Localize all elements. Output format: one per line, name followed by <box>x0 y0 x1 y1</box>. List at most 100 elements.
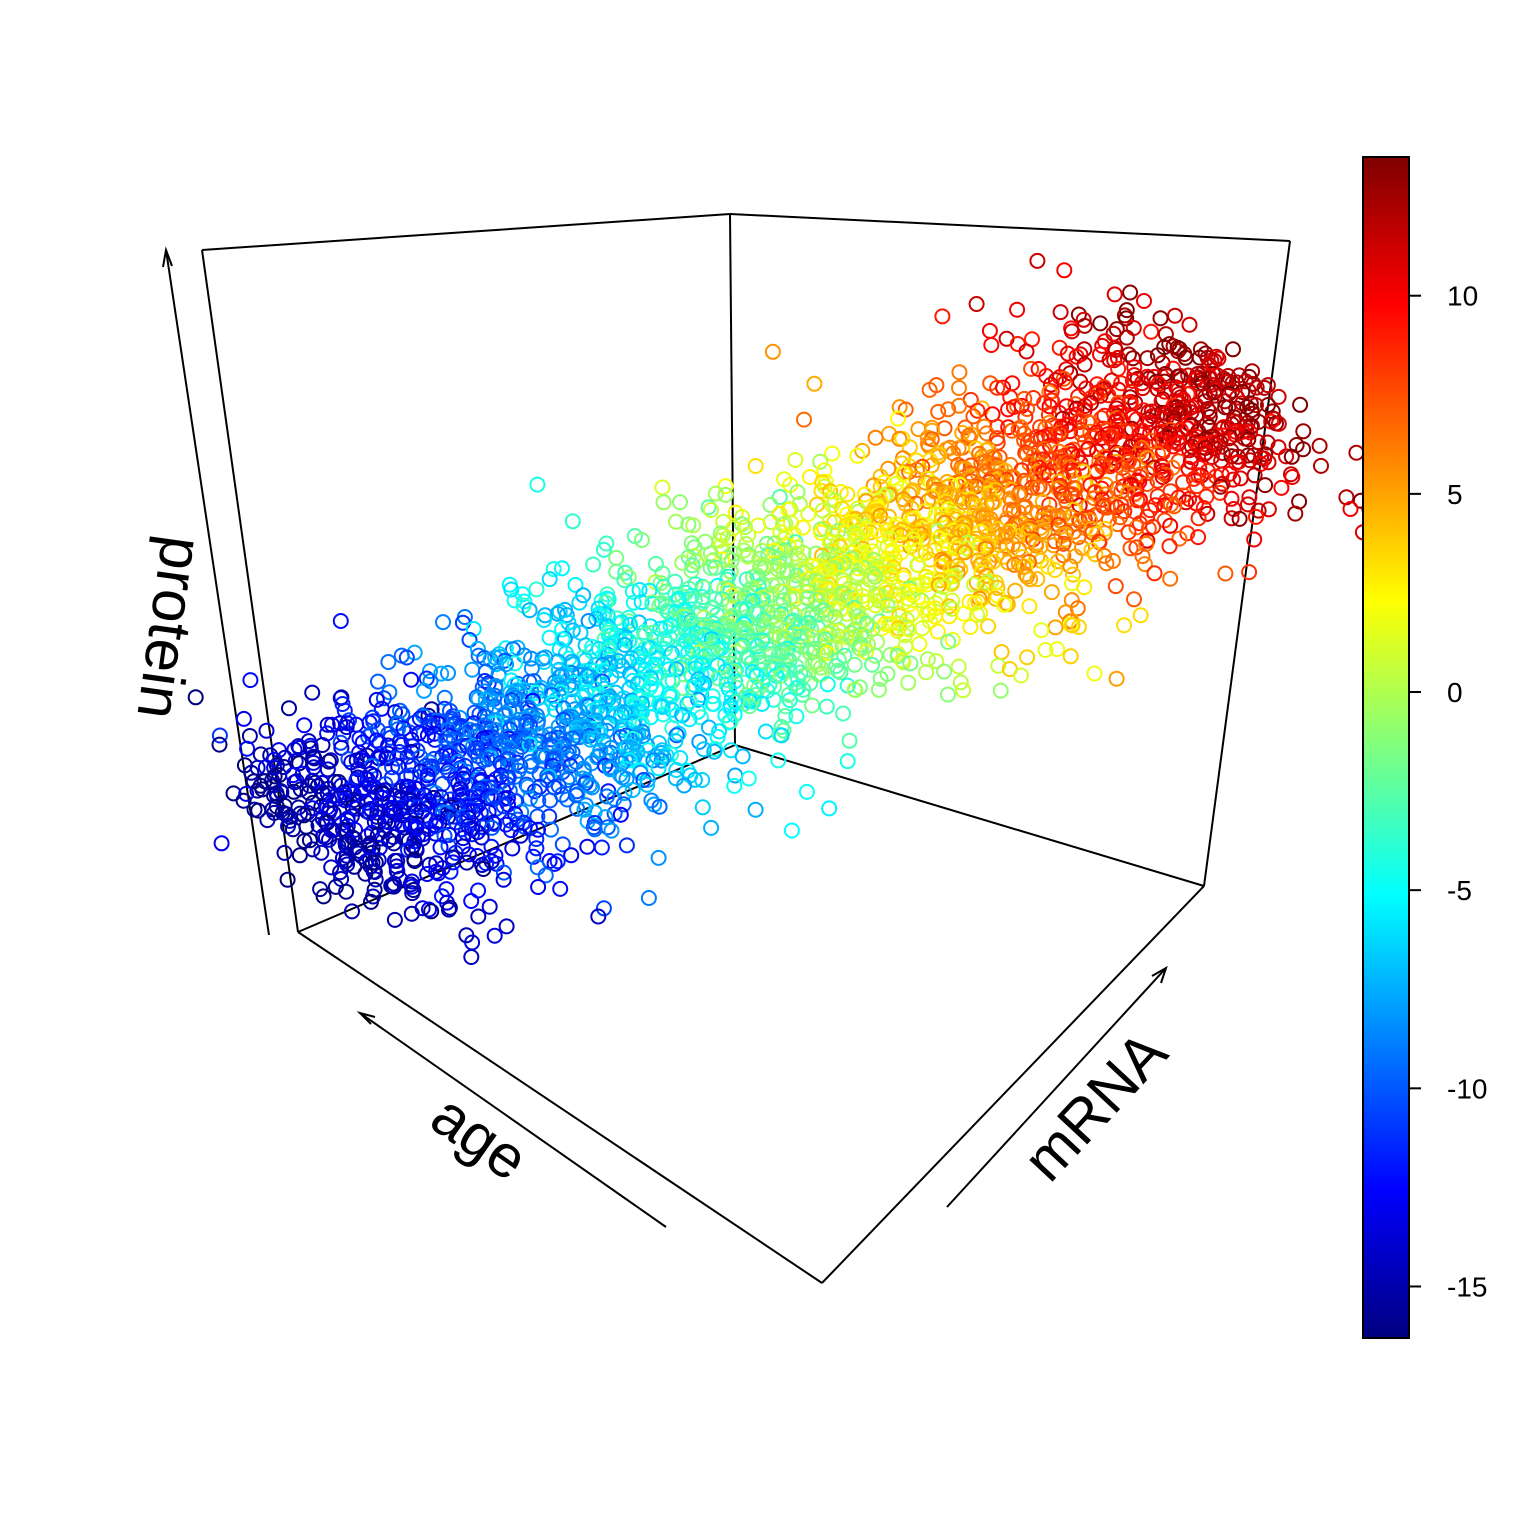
colorbar-tick-label: -15 <box>1447 1271 1487 1302</box>
data-point <box>599 819 616 836</box>
data-point <box>211 727 228 744</box>
data-point <box>1162 570 1179 587</box>
data-point <box>549 605 566 622</box>
data-point <box>1134 548 1151 565</box>
data-point <box>967 497 984 514</box>
data-point <box>865 477 882 494</box>
data-point <box>920 606 937 623</box>
data-point <box>616 704 633 721</box>
data-point <box>770 752 787 769</box>
data-point <box>571 594 588 611</box>
data-point <box>1295 423 1312 440</box>
data-point <box>668 727 685 744</box>
data-point <box>400 757 417 774</box>
data-point <box>813 482 830 499</box>
data-point <box>652 575 669 592</box>
data-point <box>870 681 887 698</box>
data-point <box>717 486 734 503</box>
data-point <box>1240 431 1257 448</box>
data-point <box>340 751 357 768</box>
data-point <box>1201 403 1218 420</box>
data-point <box>492 755 509 772</box>
data-point <box>473 829 490 846</box>
data-point <box>1149 472 1166 489</box>
data-point <box>1167 307 1183 324</box>
data-point <box>279 871 296 888</box>
data-point <box>681 693 698 710</box>
colorbar-ticks: 10 5 0 -5 -10 -15 <box>1409 281 1487 1302</box>
data-point <box>390 715 407 732</box>
data-point <box>849 447 866 464</box>
data-point <box>585 556 602 573</box>
data-point <box>507 655 523 672</box>
data-point <box>349 794 366 811</box>
data-point <box>235 792 252 809</box>
data-point <box>1231 510 1248 527</box>
data-point <box>912 546 929 563</box>
data-point <box>281 700 297 717</box>
colorbar-tick-label: -5 <box>1447 875 1472 906</box>
data-point <box>1049 641 1066 658</box>
data-point <box>654 699 671 715</box>
data-point <box>734 509 751 525</box>
data-point <box>1101 351 1118 368</box>
box-edge-bottom-left <box>297 931 823 1284</box>
data-point <box>981 486 998 503</box>
data-point <box>837 524 854 541</box>
data-point <box>569 800 586 817</box>
data-point <box>694 772 711 788</box>
data-point <box>979 512 996 529</box>
data-point <box>332 864 349 881</box>
data-point <box>1099 499 1116 516</box>
data-point <box>461 631 478 648</box>
data-point <box>668 762 685 778</box>
data-point <box>1181 316 1198 333</box>
data-point <box>1088 526 1105 543</box>
data-point <box>481 898 498 915</box>
data-point <box>1348 444 1365 461</box>
data-point <box>421 901 437 918</box>
data-point <box>787 452 804 468</box>
data-point <box>998 594 1015 611</box>
data-point <box>890 410 907 427</box>
data-point <box>966 576 982 593</box>
data-point <box>458 854 475 871</box>
data-point <box>901 596 918 613</box>
data-point <box>292 781 309 798</box>
data-point <box>388 750 405 767</box>
data-point <box>530 821 546 838</box>
data-point <box>1075 463 1092 480</box>
box-frame <box>201 213 1291 1284</box>
data-point <box>1003 422 1020 439</box>
data-point <box>690 691 707 708</box>
data-point <box>951 380 967 396</box>
data-point <box>653 697 670 714</box>
data-point <box>1073 426 1090 443</box>
data-point <box>419 866 436 882</box>
data-point <box>707 559 724 576</box>
data-point <box>1098 555 1115 572</box>
data-point <box>1295 441 1312 458</box>
data-point <box>910 557 927 573</box>
data-point <box>541 629 558 646</box>
data-point <box>475 861 492 877</box>
data-point <box>523 660 540 677</box>
data-point <box>1023 432 1039 449</box>
box-edge-top-left <box>201 213 731 251</box>
data-point <box>616 572 633 589</box>
data-point <box>1256 379 1273 396</box>
age-axis-title: age <box>420 1081 540 1193</box>
data-point <box>934 308 951 325</box>
data-point <box>668 661 685 678</box>
data-point <box>1083 542 1100 559</box>
data-point <box>721 681 737 698</box>
data-point <box>908 470 925 487</box>
data-point <box>592 704 608 721</box>
data-point <box>1070 619 1087 635</box>
data-point <box>1096 547 1113 564</box>
data-point <box>1007 582 1024 599</box>
data-point <box>276 844 293 861</box>
data-point <box>650 664 667 681</box>
data-point <box>563 681 580 698</box>
data-point <box>684 557 701 574</box>
